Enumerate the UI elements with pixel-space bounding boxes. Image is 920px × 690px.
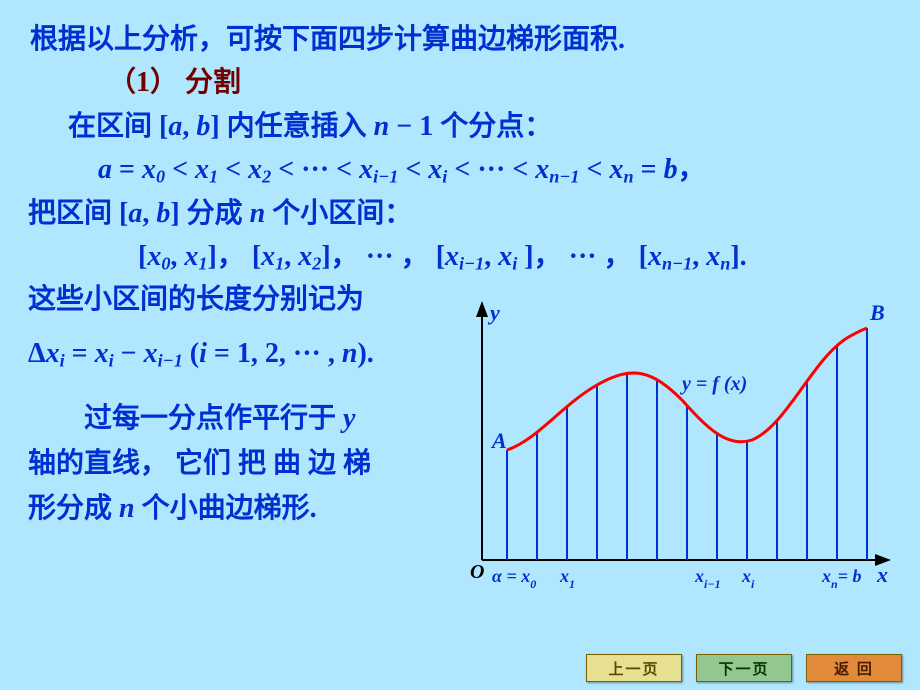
- left-column: 这些小区间的长度分别记为 Δxi = xi − xi−1 (i = 1, 2, …: [28, 278, 468, 531]
- vertical-lines: [507, 328, 867, 560]
- tick-alpha: α = x0: [492, 566, 536, 591]
- para-line3: 形分成 n 个小曲边梯形.: [28, 487, 468, 532]
- y-label: y: [487, 300, 500, 325]
- x-label: x: [876, 562, 888, 587]
- intro-text: 根据以上分析，可按下面四步计算曲边梯形面积.: [30, 24, 625, 55]
- subinterval-list: [x0, x1]， [x1, x2]， ··· ， [xi−1, xi ]， ·…: [138, 235, 892, 278]
- tick-xi: xi: [741, 566, 755, 591]
- f-label: y = f (x): [680, 373, 747, 395]
- step-title-text: （1） 分割: [108, 67, 241, 98]
- nav-buttons: 上一页 下一页 返 回: [586, 654, 902, 682]
- l3c: − 1 个分点：: [389, 111, 552, 142]
- chain-inequality: a = x0 < x1 < x2 < ··· < xi−1 < xi < ···…: [98, 148, 892, 191]
- l3b: ] 内任意插入: [210, 111, 373, 142]
- tick-xn: xn= b: [821, 566, 861, 591]
- intro-line: 根据以上分析，可按下面四步计算曲边梯形面积.: [30, 18, 892, 61]
- graph: O y x A B y = f (x) α = x0 x1 xi−1 xi xn…: [452, 300, 892, 610]
- l5c: 个小区间：: [265, 198, 412, 229]
- origin-label: O: [470, 561, 484, 583]
- sym-n: n: [374, 111, 390, 142]
- prev-button[interactable]: 上一页: [586, 654, 682, 682]
- tick-x1: x1: [559, 566, 575, 591]
- back-button[interactable]: 返 回: [806, 654, 902, 682]
- tick-xim1: xi−1: [694, 566, 721, 591]
- split-interval: 把区间 [a, b] 分成 n 个小区间：: [28, 192, 892, 235]
- l5a: 把区间 [: [28, 198, 128, 229]
- point-B: B: [869, 300, 885, 325]
- para-line1: 过每一分点作平行于 y: [28, 397, 468, 442]
- length-intro: 这些小区间的长度分别记为: [28, 278, 468, 321]
- interval-insert: 在区间 [a, b] 内任意插入 n − 1 个分点：: [68, 105, 892, 148]
- graph-svg: O y x A B y = f (x) α = x0 x1 xi−1 xi xn…: [452, 300, 892, 610]
- point-A: A: [490, 428, 507, 453]
- l3a: 在区间 [: [68, 111, 168, 142]
- sym-a: a: [168, 111, 182, 142]
- delta-definition: Δxi = xi − xi−1 (i = 1, 2, ··· , n).: [28, 332, 468, 375]
- l5b: ] 分成: [170, 198, 249, 229]
- sym-b: b: [196, 111, 210, 142]
- step-title: （1） 分割: [108, 61, 892, 104]
- next-button[interactable]: 下一页: [696, 654, 792, 682]
- para-line2: 轴的直线， 它们 把 曲 边 梯: [28, 442, 468, 487]
